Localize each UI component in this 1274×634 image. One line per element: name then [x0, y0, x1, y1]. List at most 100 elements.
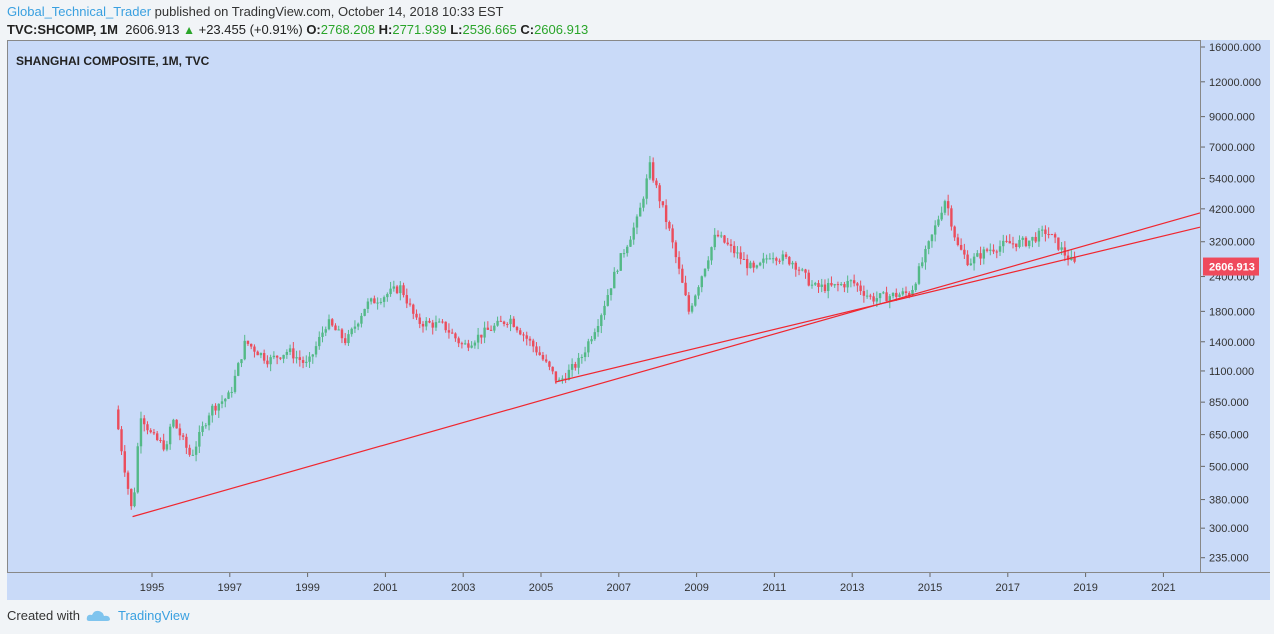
candle-up [924, 248, 927, 263]
price-tick-label: 235.000 [1209, 553, 1249, 565]
close-label: C: [520, 22, 535, 37]
candle-down [885, 292, 888, 302]
candle-down [733, 245, 736, 254]
candle-down [454, 333, 457, 339]
time-axis[interactable]: 1995 1997 1999 2001 2003 2005 2007 2009 2011 2013… [140, 573, 1176, 594]
candle-up [295, 357, 298, 359]
candle-down [1047, 234, 1050, 236]
trendline[interactable] [554, 226, 1201, 383]
candle-up [791, 262, 794, 265]
candle-up [613, 271, 616, 289]
candle-up [567, 369, 571, 380]
candle-up [943, 201, 947, 213]
candle-up [1021, 237, 1024, 240]
candle-down [431, 322, 434, 328]
ohlc-bar: TVC:SHCOMP, 1M 2606.913 ▲ +23.455 (+0.91… [7, 22, 588, 37]
candle-down [817, 283, 820, 287]
tradingview-link[interactable]: TradingView [117, 608, 190, 623]
candle-up [1018, 239, 1021, 248]
candle-down [859, 285, 862, 292]
candle-down [852, 280, 856, 284]
candle-down [149, 430, 152, 433]
candles [117, 155, 1076, 510]
candle-up [324, 329, 327, 333]
candle-up [509, 318, 512, 325]
candle-down [499, 320, 503, 322]
candle-up [898, 294, 901, 297]
time-tick-label: 2005 [529, 582, 553, 594]
candle-up [969, 263, 973, 266]
candle-up [609, 288, 613, 296]
candle-up [318, 336, 321, 347]
candle-up [593, 332, 597, 340]
candle-down [548, 361, 551, 367]
candle-up [139, 418, 143, 447]
price-tick-label: 4200.000 [1209, 204, 1255, 216]
candle-down [402, 285, 405, 296]
price-axis[interactable]: 16000.000 12000.000 9000.000 7000.000 5400.0… [1201, 42, 1261, 565]
candle-down [658, 185, 661, 202]
candle-up [697, 287, 700, 296]
candle-up [619, 253, 622, 271]
candle-up [386, 294, 389, 298]
candle-up [755, 265, 759, 268]
published-text: published on TradingView.com, October 14… [154, 4, 504, 19]
candle-up [710, 247, 713, 261]
candle-up [758, 262, 762, 266]
candle-down [538, 352, 541, 355]
price-tick-label: 12000.000 [1209, 77, 1261, 89]
time-tick-label: 2013 [840, 582, 864, 594]
candle-down [674, 242, 678, 258]
candle-down [412, 304, 415, 314]
candle-down [729, 244, 733, 246]
candle-down [1044, 229, 1047, 235]
candle-down [126, 472, 130, 489]
candle-up [622, 253, 626, 255]
open-value: 2768.208 [320, 22, 375, 37]
candle-down [956, 237, 960, 246]
candle-up [311, 354, 314, 357]
candle-down [515, 326, 519, 331]
candle-up [626, 246, 629, 254]
candle-down [480, 334, 483, 338]
open-label: O: [306, 22, 321, 37]
candle-down [428, 320, 431, 323]
candle-down [1011, 243, 1015, 245]
candle-down [843, 284, 846, 288]
candle-down [992, 249, 995, 252]
candle-down [895, 292, 898, 297]
price-chart[interactable]: SHANGHAI COMPOSITE, 1M, TVC 16000.000 120… [0, 0, 1274, 600]
candle-down [794, 262, 797, 270]
candle-down [574, 364, 577, 368]
trendlines[interactable] [132, 212, 1201, 518]
candle-down [450, 332, 454, 334]
candle-up [765, 258, 768, 260]
candle-up [389, 288, 392, 295]
candle-down [554, 371, 558, 381]
candle-down [457, 338, 460, 344]
candle-down [185, 436, 188, 448]
price-tick-label: 650.000 [1209, 430, 1249, 442]
trendline[interactable] [132, 212, 1201, 518]
candle-down [1073, 256, 1076, 262]
candle-up [470, 345, 473, 348]
candle-up [434, 322, 438, 328]
candle-up [713, 234, 716, 248]
candle-down [246, 340, 250, 344]
low-value: 2536.665 [462, 22, 517, 37]
candle-down [340, 329, 344, 339]
candle-down [489, 329, 493, 331]
candle-up [700, 276, 703, 288]
candle-up [1031, 236, 1034, 241]
candle-down [159, 439, 162, 441]
candle-up [136, 446, 139, 493]
candle-down [175, 419, 178, 429]
author-link[interactable]: Global_Technical_Trader [7, 4, 152, 19]
candle-down [512, 318, 515, 327]
candle-up [882, 292, 885, 294]
candle-down [528, 338, 532, 341]
candle-up [648, 162, 652, 179]
candle-down [460, 343, 464, 345]
time-tick-label: 1997 [218, 582, 242, 594]
candle-down [447, 330, 451, 333]
